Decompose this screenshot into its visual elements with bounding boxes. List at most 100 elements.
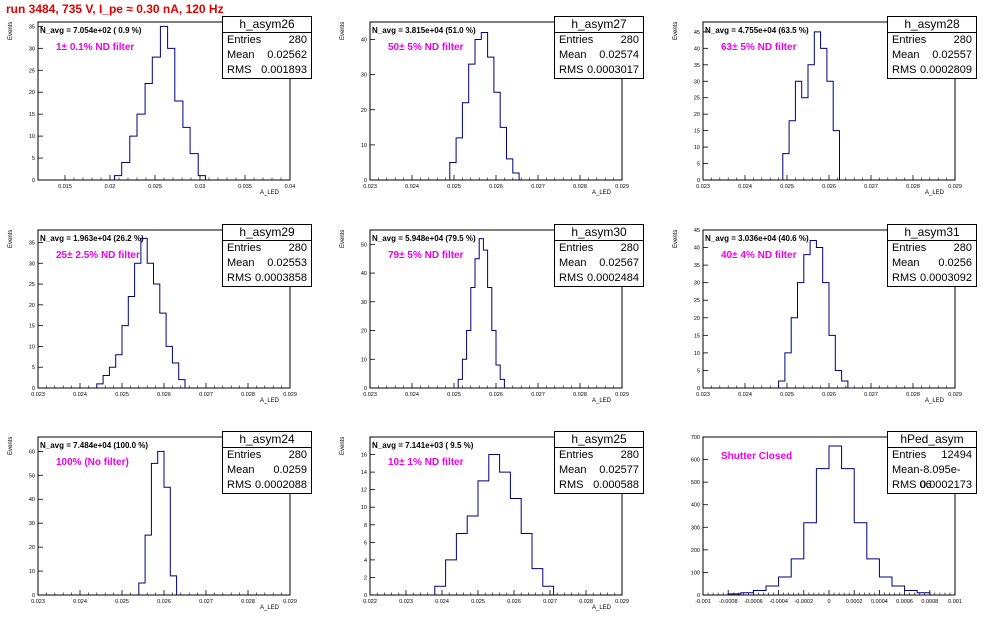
histogram-bin <box>766 586 779 595</box>
x-tick-label: -0.001 <box>695 599 711 605</box>
histogram-bin <box>543 586 554 595</box>
histogram-bin <box>835 370 841 388</box>
stats-key: Entries <box>227 449 262 461</box>
stats-row-mean: Mean 0.0259 <box>223 463 311 478</box>
stats-row-rms: RMS 0.0003092 <box>888 271 976 286</box>
filter-label: 63± 5% ND filter <box>721 42 797 53</box>
stats-row-rms: RMS 0.001893 <box>223 63 311 78</box>
y-tick-label: 0 <box>364 386 367 392</box>
stats-title: h_asym31 <box>888 225 976 241</box>
histogram-bin <box>783 154 789 180</box>
stats-key: Entries <box>227 242 262 254</box>
stats-value: 0.02557 <box>932 49 972 61</box>
histogram-bin <box>833 131 839 180</box>
histogram-bin <box>905 590 918 595</box>
y-tick-label: 4 <box>364 558 367 564</box>
stats-key: Mean <box>559 257 587 269</box>
histogram-series <box>727 445 931 595</box>
stats-key: Entries <box>559 449 594 461</box>
histogram-bin <box>892 586 905 595</box>
stats-title: h_asym25 <box>555 432 643 448</box>
stats-value: 0.0002088 <box>255 479 307 491</box>
histogram-bin <box>789 121 795 180</box>
stats-row-entries: Entries 280 <box>223 448 311 463</box>
histogram-bin <box>122 162 130 180</box>
stats-row-rms: RMS 0.0002484 <box>555 271 643 286</box>
histogram-bin <box>500 472 511 595</box>
y-tick-label: 15 <box>694 129 700 135</box>
y-tick-label: 300 <box>691 525 700 531</box>
stats-title: h_asym27 <box>555 17 643 33</box>
histogram-bin <box>741 593 754 595</box>
x-tick-label: 0.028 <box>906 184 920 190</box>
histogram-bin <box>145 535 151 595</box>
x-tick-label: 0.029 <box>615 599 629 605</box>
histogram-bin <box>137 114 145 180</box>
stats-box: h_asym29 Entries 280 Mean 0.02553 RMS 0.000385… <box>222 224 312 287</box>
y-tick-label: 0 <box>32 593 35 599</box>
y-tick-label: 30 <box>29 521 35 527</box>
x-tick-label: 0.0006 <box>896 599 913 605</box>
x-tick-label: 0.024 <box>405 184 419 190</box>
x-tick-label: 0.022 <box>363 599 377 605</box>
x-tick-label: 0.028 <box>241 599 255 605</box>
histogram-bin <box>821 48 827 180</box>
histogram-bin <box>488 57 494 180</box>
histogram-bin <box>478 481 489 595</box>
histogram-svg: 0.023 0.024 0.025 0.026 0.027 0.028 0.029 0 10 20… <box>361 21 629 190</box>
stats-value: 280 <box>953 34 972 46</box>
stats-row-rms: RMS 0.0003017 <box>555 63 643 78</box>
stats-box: hPed_asym Entries 12494 Mean -8.095e-06 RMS 0.… <box>887 431 977 494</box>
histogram-series <box>434 454 555 595</box>
histogram-bin <box>779 381 785 388</box>
histogram-svg: 0.023 0.024 0.025 0.026 0.027 0.028 0.029 0 5 10 1… <box>694 228 962 398</box>
stats-value: 0.02577 <box>599 464 639 476</box>
x-tick-label: 0.024 <box>435 599 449 605</box>
x-axis-label: A_LED <box>592 190 612 196</box>
histogram-bin <box>842 469 855 595</box>
y-tick-label: 8 <box>364 523 367 529</box>
n-avg-label: N_avg = 1.963e+04 (26.2 %) <box>40 234 144 243</box>
histogram-bin <box>798 283 804 388</box>
x-tick-label: 0.0004 <box>871 599 888 605</box>
histogram-bin <box>791 559 804 595</box>
y-tick-label: 15 <box>29 112 35 118</box>
y-tick-label: 2 <box>364 575 367 581</box>
y-axis-label: Events <box>8 229 14 248</box>
x-tick-label: 0.001 <box>948 599 962 605</box>
stats-value: 0.02562 <box>267 49 307 61</box>
y-tick-label: 0 <box>364 593 367 599</box>
stats-title: h_asym26 <box>223 17 311 33</box>
x-tick-label: 0.024 <box>738 392 752 398</box>
y-tick-label: 500 <box>691 480 700 486</box>
histogram-bin <box>198 176 205 180</box>
y-tick-label: 40 <box>694 46 700 52</box>
histogram-bin <box>917 593 930 595</box>
histogram-svg: 0.023 0.024 0.025 0.026 0.027 0.028 0.029 0 5 10 1… <box>29 229 297 398</box>
histogram-bin <box>152 57 160 180</box>
histogram-panel-h_asym30: 0.023 0.024 0.025 0.026 0.027 0.028 0.029 0 10 20… <box>340 224 644 404</box>
filter-label: 79± 5% ND filter <box>388 250 464 261</box>
x-tick-label: 0.028 <box>573 184 587 190</box>
histogram-panel-hPed_asym: -0.001 -0.0008 -0.0006 -0.0004 -0.0002 0 0.000… <box>691 431 977 605</box>
histogram-bin <box>139 583 145 595</box>
stats-key: RMS <box>227 64 252 76</box>
stats-value: 0.02553 <box>267 257 307 269</box>
histogram-bin <box>827 81 833 180</box>
x-tick-label: 0.015 <box>58 184 72 190</box>
y-tick-label: 30 <box>29 46 35 52</box>
x-tick-label: 0.023 <box>31 599 45 605</box>
histogram-svg: -0.001 -0.0008 -0.0006 -0.0004 -0.0002 0 0.000… <box>691 435 962 605</box>
histogram-bin <box>854 523 867 595</box>
y-tick-label: 0 <box>32 178 35 184</box>
histogram-bin <box>829 446 842 595</box>
histogram-bin <box>810 241 816 388</box>
y-tick-label: 20 <box>29 545 35 551</box>
stats-value: 0.0003858 <box>255 272 307 284</box>
y-tick-label: 25 <box>29 68 35 74</box>
histogram-bin <box>842 381 848 388</box>
stats-row-rms: RMS 0.0003858 <box>223 271 311 286</box>
stats-box: h_asym30 Entries 280 Mean 0.02567 RMS 0.000248… <box>554 224 644 287</box>
x-tick-label: 0.026 <box>822 392 836 398</box>
